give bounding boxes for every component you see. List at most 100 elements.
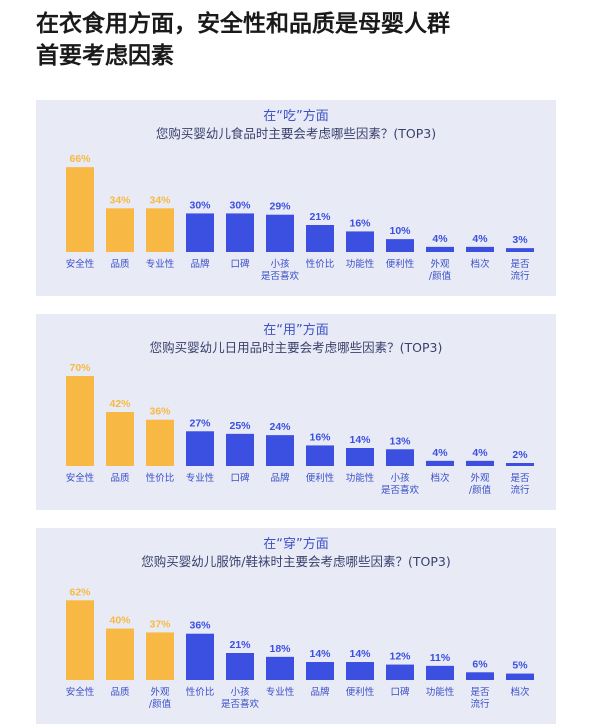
bar: [146, 632, 174, 680]
bar: [66, 376, 94, 466]
bar-value-label: 6%: [472, 658, 488, 670]
bar: [386, 239, 414, 252]
chart-panel-use: 在“用”方面 您购买婴幼儿日用品时主要会考虑哪些因素？(TOP3) 70% 安全性…: [36, 314, 556, 510]
bar-value-label: 24%: [269, 421, 291, 433]
bar-value-label: 4%: [472, 233, 488, 245]
category-label: 是否: [510, 473, 530, 484]
bar-value-label: 4%: [432, 447, 448, 459]
panel-question: 您购买婴幼儿服饰/鞋袜时主要会考虑哪些因素？(TOP3): [141, 554, 451, 569]
bar-value-label: 18%: [269, 643, 291, 655]
category-label: 品质: [110, 686, 130, 698]
bar: [386, 449, 414, 466]
bar-value-label: 3%: [512, 234, 528, 246]
panel-title: 在“用”方面: [263, 323, 329, 338]
category-label: 是否喜欢: [261, 270, 300, 282]
bar-value-label: 25%: [229, 420, 251, 432]
bar-value-label: 21%: [229, 639, 251, 651]
category-label: 外观: [150, 686, 170, 698]
category-label: 品质: [110, 472, 130, 484]
category-label: 小孩: [270, 258, 290, 270]
category-label: 是否喜欢: [381, 484, 420, 496]
bar-value-label: 42%: [109, 398, 131, 410]
bar-value-label: 30%: [229, 199, 251, 211]
bar: [386, 664, 414, 680]
bar-value-label: 40%: [109, 615, 131, 627]
bar: [106, 208, 134, 252]
bar: [506, 463, 534, 466]
panel-title: 在“吃”方面: [263, 109, 329, 124]
category-label: 外观: [470, 472, 490, 484]
category-label: 安全性: [66, 472, 95, 484]
bar-value-label: 10%: [389, 225, 411, 237]
bar: [306, 225, 334, 252]
bar-value-label: 2%: [512, 449, 528, 461]
bar: [426, 665, 454, 680]
category-label: 档次: [470, 258, 490, 270]
category-label: 是否喜欢: [221, 698, 260, 710]
bar: [186, 213, 214, 252]
category-label: 流行: [470, 698, 490, 710]
category-label: 性价比: [306, 258, 335, 270]
category-label: 外观: [430, 258, 450, 270]
category-label: 档次: [510, 686, 530, 698]
bar: [466, 672, 494, 680]
category-label: 流行: [510, 270, 530, 282]
bar-value-label: 13%: [389, 435, 411, 447]
category-label: 功能性: [346, 258, 375, 270]
category-label: 专业性: [266, 686, 295, 698]
category-label: /颜值: [149, 698, 172, 710]
panel-header: 在“吃”方面 您购买婴幼儿食品时主要会考虑哪些因素？(TOP3): [36, 108, 556, 142]
bar: [466, 246, 494, 252]
bar-value-label: 70%: [69, 362, 91, 374]
panel-title: 在“穿”方面: [263, 537, 329, 552]
bar-value-label: 14%: [349, 434, 371, 446]
category-label: 便利性: [306, 472, 335, 484]
bar: [226, 213, 254, 252]
bar-value-label: 66%: [69, 153, 91, 165]
panel-question: 您购买婴幼儿食品时主要会考虑哪些因素？(TOP3): [155, 126, 437, 141]
bar-value-label: 4%: [472, 447, 488, 459]
bar: [106, 628, 134, 680]
category-label: 小孩: [390, 472, 410, 484]
bar: [266, 656, 294, 680]
category-label: 便利性: [346, 686, 375, 698]
headline-line-1: 在衣食用方面，安全性和品质是母婴人群: [36, 11, 450, 37]
category-label: 安全性: [66, 686, 95, 698]
bar-value-label: 21%: [309, 211, 331, 223]
bar: [266, 435, 294, 466]
bar: [186, 431, 214, 466]
category-label: 是否: [470, 687, 490, 698]
category-label: 是否: [510, 259, 530, 270]
bar-value-label: 5%: [512, 660, 528, 672]
bar-value-label: 16%: [349, 217, 371, 229]
bar: [426, 460, 454, 466]
bar: [346, 662, 374, 680]
category-label: 口碑: [390, 686, 410, 698]
chart-panel-eat: 在“吃”方面 您购买婴幼儿食品时主要会考虑哪些因素？(TOP3) 66% 安全性 3…: [36, 100, 556, 296]
category-label: 流行: [510, 484, 530, 496]
bar-value-label: 30%: [189, 199, 211, 211]
bar-value-label: 11%: [430, 652, 451, 664]
bar-value-label: 36%: [149, 406, 171, 418]
category-label: 便利性: [386, 258, 415, 270]
category-label: 专业性: [146, 258, 175, 270]
category-label: /颜值: [469, 484, 492, 496]
category-label: 性价比: [146, 472, 175, 484]
category-label: 品牌: [190, 258, 210, 270]
bar-value-label: 29%: [269, 201, 291, 213]
chart-panel-wear: 在“穿”方面 您购买婴幼儿服饰/鞋袜时主要会考虑哪些因素？(TOP3) 62% 安…: [36, 528, 556, 724]
bar: [146, 208, 174, 252]
category-label: 功能性: [426, 686, 455, 698]
bar-value-label: 34%: [109, 194, 131, 206]
headline-line-2: 首要考虑因素: [36, 43, 174, 69]
category-label: 专业性: [186, 472, 215, 484]
bar-chart-use: 70% 安全性 42% 品质 36% 性价比 27% 专业性 25% 口碑 24% 品牌 16% 便利性 1…: [66, 362, 534, 496]
bar-value-label: 4%: [432, 233, 448, 245]
category-label: 品质: [110, 258, 130, 270]
bar: [346, 448, 374, 466]
bar-value-label: 27%: [189, 417, 211, 429]
bar-value-label: 14%: [309, 648, 331, 660]
category-label: /颜值: [429, 270, 452, 282]
